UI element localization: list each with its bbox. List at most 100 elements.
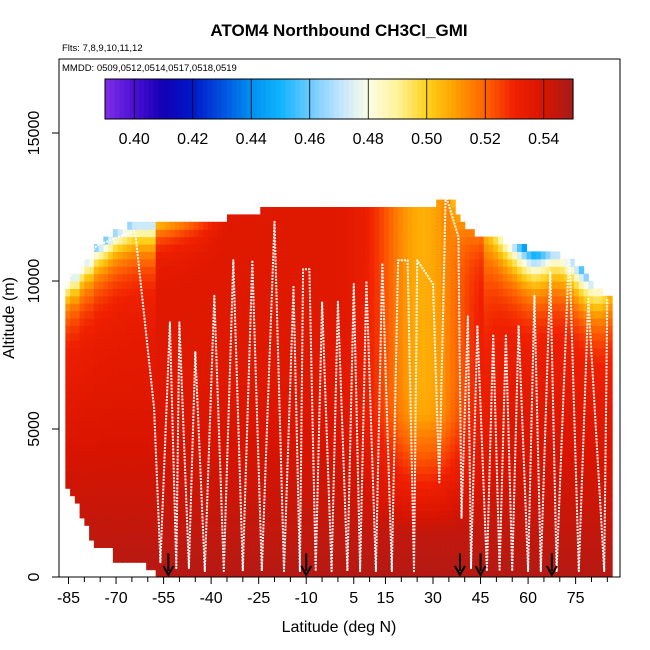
heatmap-cell <box>127 355 133 363</box>
heatmap-cell <box>402 384 409 393</box>
heatmap-cell <box>65 421 71 430</box>
heatmap-cell <box>502 436 509 445</box>
heatmap-cell <box>564 406 570 415</box>
heatmap-cell <box>502 503 509 511</box>
heatmap-cell <box>303 332 309 341</box>
heatmap-cell <box>250 532 257 541</box>
heatmap-cell <box>193 436 200 445</box>
heatmap-cell <box>146 273 152 282</box>
heatmap-cell <box>431 258 437 267</box>
heatmap-cell <box>241 281 247 289</box>
heatmap-cell <box>98 540 104 548</box>
heatmap-cell <box>559 540 566 548</box>
heatmap-cell <box>440 510 447 519</box>
heatmap-cell <box>222 236 228 245</box>
heatmap-cell <box>497 414 504 423</box>
heatmap-cell <box>241 347 247 356</box>
heatmap-cell <box>84 340 90 349</box>
heatmap-cell <box>269 355 276 363</box>
heatmap-cell <box>355 281 361 289</box>
heatmap-cell <box>193 355 200 363</box>
heatmap-cell <box>545 414 551 423</box>
heatmap-cell <box>307 466 314 474</box>
heatmap-cell <box>222 369 228 378</box>
heatmap-cell <box>417 569 423 577</box>
heatmap-cell <box>279 251 285 260</box>
heatmap-cell <box>70 318 76 326</box>
heatmap-cell <box>445 532 452 541</box>
heatmap-cell <box>421 244 428 252</box>
heatmap-cell <box>559 310 566 319</box>
heatmap-cell <box>89 451 95 460</box>
heatmap-cell <box>360 377 366 386</box>
heatmap-cell <box>307 392 314 400</box>
heatmap-cell <box>250 377 257 386</box>
heatmap-cell <box>127 384 133 393</box>
heatmap-cell <box>312 295 318 304</box>
heatmap-cell <box>374 495 380 504</box>
heatmap-cell <box>65 480 71 489</box>
heatmap-cell <box>412 229 418 238</box>
heatmap-cell <box>89 517 95 526</box>
heatmap-cell <box>512 510 518 519</box>
heatmap-cell <box>279 532 285 541</box>
heatmap-cell <box>112 525 119 534</box>
heatmap-cell <box>303 532 309 541</box>
heatmap-cell <box>207 547 214 556</box>
heatmap-cell <box>198 510 204 519</box>
heatmap-cell <box>516 458 523 467</box>
heatmap-cell <box>474 503 480 511</box>
heatmap-cell <box>331 310 337 319</box>
heatmap-cell <box>417 540 423 548</box>
heatmap-cell <box>555 303 561 312</box>
heatmap-cell <box>74 303 81 312</box>
heatmap-cell <box>379 384 385 393</box>
heatmap-cell <box>421 436 428 445</box>
heatmap-cell <box>536 399 542 408</box>
heatmap-cell <box>512 377 518 386</box>
heatmap-cell <box>478 547 485 556</box>
heatmap-cell <box>155 310 162 319</box>
heatmap-cell <box>450 207 456 215</box>
heatmap-cell <box>141 236 147 245</box>
heatmap-cell <box>317 473 323 482</box>
heatmap-cell <box>117 340 123 349</box>
heatmap-cell <box>350 480 356 489</box>
heatmap-cell <box>165 325 171 334</box>
heatmap-cell <box>179 510 185 519</box>
heatmap-cell <box>507 392 513 400</box>
heatmap-cell <box>445 569 452 577</box>
heatmap-cell <box>521 244 528 252</box>
heatmap-cell <box>284 258 290 267</box>
heatmap-cell <box>150 488 157 497</box>
heatmap-cell <box>169 318 176 326</box>
heatmap-cell <box>445 310 452 319</box>
heatmap-cell <box>402 258 409 267</box>
heatmap-cell <box>108 377 114 386</box>
heatmap-cell <box>265 562 271 571</box>
heatmap-cell <box>341 429 347 437</box>
heatmap-cell <box>526 436 532 445</box>
heatmap-cell <box>89 466 95 474</box>
heatmap-cell <box>531 480 537 489</box>
heatmap-cell <box>136 421 142 430</box>
heatmap-cell <box>440 517 447 526</box>
heatmap-cell <box>459 525 466 534</box>
heatmap-cell <box>488 554 494 563</box>
heatmap-cell <box>540 436 547 445</box>
heatmap-cell <box>493 251 499 260</box>
heatmap-cell <box>369 340 375 349</box>
heatmap-cell <box>402 540 409 548</box>
heatmap-cell <box>303 414 309 423</box>
heatmap-cell <box>265 488 271 497</box>
heatmap-cell <box>165 258 171 267</box>
heatmap-cell <box>417 466 423 474</box>
heatmap-cell <box>70 473 76 482</box>
heatmap-cell <box>203 562 209 571</box>
heatmap-cell <box>516 258 523 267</box>
heatmap-cell <box>141 488 147 497</box>
heatmap-cell <box>260 399 266 408</box>
heatmap-cell <box>464 436 471 445</box>
heatmap-cell <box>478 414 485 423</box>
heatmap-cell <box>198 288 204 297</box>
